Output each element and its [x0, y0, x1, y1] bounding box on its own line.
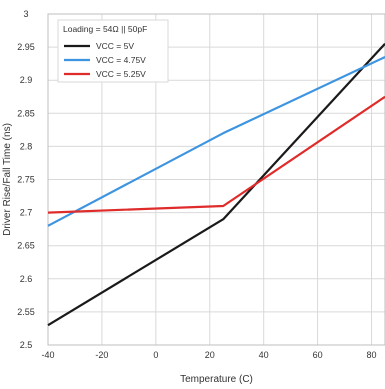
y-tick-label: 2.65	[17, 241, 35, 251]
x-tick-label: 60	[313, 350, 323, 360]
x-tick-label: 40	[259, 350, 269, 360]
legend-title: Loading = 54Ω || 50pF	[63, 24, 147, 34]
legend: Loading = 54Ω || 50pF VCC = 5V VCC = 4.75…	[57, 19, 169, 83]
axes: 2.5 2.55 2.6 2.65 2.7 2.75 2.8 2.85 2.9 2.95 3 -40 -…	[17, 9, 376, 360]
y-tick-label: 2.55	[17, 307, 35, 317]
x-tick-label: -40	[41, 350, 54, 360]
grid	[47, 13, 385, 346]
x-tick-label: 20	[205, 350, 215, 360]
y-tick-label: 2.5	[20, 340, 33, 350]
y-tick-label: 2.6	[20, 274, 33, 284]
y-tick-label: 2.7	[20, 208, 33, 218]
y-tick-label: 2.8	[20, 141, 33, 151]
x-tick-label: 80	[367, 350, 377, 360]
series-lines	[47, 43, 385, 327]
y-tick-label: 2.9	[20, 75, 33, 85]
y-tick-label: 3	[23, 9, 28, 19]
x-tick-label: 0	[153, 350, 158, 360]
legend-label-vcc-4-75v: VCC = 4.75V	[96, 55, 146, 65]
series-line-vcc-5-25v	[47, 95, 385, 214]
plot-area-border	[47, 13, 385, 346]
y-axis-label: Driver Rise/Fall Time (ns)	[2, 123, 13, 236]
x-tick-label: -20	[95, 350, 108, 360]
series-line-vcc-5v	[47, 43, 385, 327]
y-tick-label: 2.85	[17, 108, 35, 118]
y-tick-label: 2.75	[17, 175, 35, 185]
legend-label-vcc-5v: VCC = 5V	[96, 41, 134, 51]
legend-box	[57, 19, 169, 83]
x-axis-label: Temperature (C)	[180, 374, 253, 385]
y-tick-label: 2.95	[17, 42, 35, 52]
legend-label-vcc-5-25v: VCC = 5.25V	[96, 69, 146, 79]
series-line-vcc-4-75v	[47, 56, 385, 227]
